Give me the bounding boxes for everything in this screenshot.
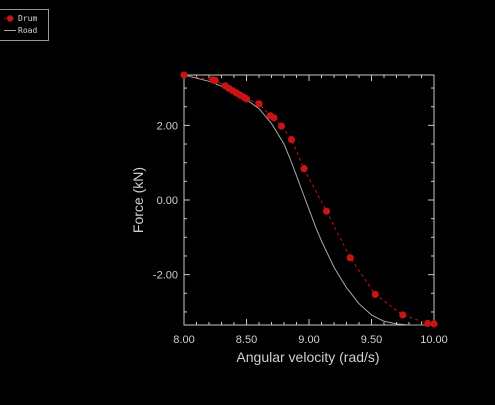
series-drum-point — [430, 320, 438, 328]
plot-frame — [183, 74, 435, 326]
y-axis-label: Force (kN) — [130, 167, 146, 233]
series-drum-point — [211, 76, 219, 85]
series-drum-point — [322, 207, 331, 215]
legend-swatch-drum — [4, 15, 16, 22]
legend-label-road: Road — [18, 26, 38, 35]
x-tick-label: 8.00 — [173, 334, 194, 346]
series-drum-point — [255, 100, 263, 108]
series-road-line — [183, 74, 434, 326]
x-tick-label: 10.00 — [420, 334, 448, 346]
series-drum-point — [371, 290, 379, 299]
legend-item-drum: Drum — [4, 13, 48, 24]
y-tick-label: 2.00 — [157, 120, 178, 132]
x-axis-label: Angular velocity (rad/s) — [236, 349, 379, 365]
legend-item-road: Road — [4, 25, 48, 36]
series-drum-point — [277, 122, 286, 130]
legend-swatch-road — [4, 30, 16, 31]
series-drum-point — [399, 311, 407, 319]
legend: Drum Road — [0, 9, 49, 41]
y-tick-label: -2.00 — [153, 270, 178, 282]
series-drum-point — [180, 71, 188, 79]
legend-label-drum: Drum — [18, 14, 38, 23]
series-drum-point — [300, 165, 308, 173]
x-tick-label: 9.50 — [361, 334, 382, 346]
series-drum-line — [183, 74, 435, 325]
y-tick-label: 0.00 — [157, 195, 178, 207]
x-tick-label: 9.00 — [298, 334, 319, 346]
series-drum-point — [287, 135, 296, 144]
series-drum-point — [242, 95, 251, 103]
series-drum-point — [424, 319, 432, 328]
series-drum-point — [346, 254, 354, 262]
series-drum-point — [270, 114, 278, 122]
x-tick-label: 8.50 — [236, 334, 257, 346]
